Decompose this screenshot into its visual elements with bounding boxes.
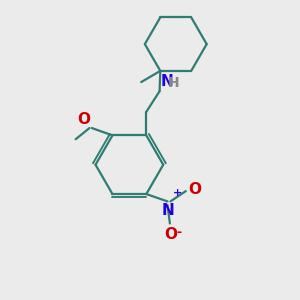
Text: O: O <box>164 227 177 242</box>
Text: N: N <box>161 74 174 89</box>
Text: +: + <box>173 188 182 199</box>
Text: N: N <box>161 203 174 218</box>
Text: O: O <box>188 182 201 197</box>
Text: -: - <box>176 226 181 239</box>
Text: O: O <box>77 112 90 127</box>
Text: H: H <box>168 76 179 90</box>
